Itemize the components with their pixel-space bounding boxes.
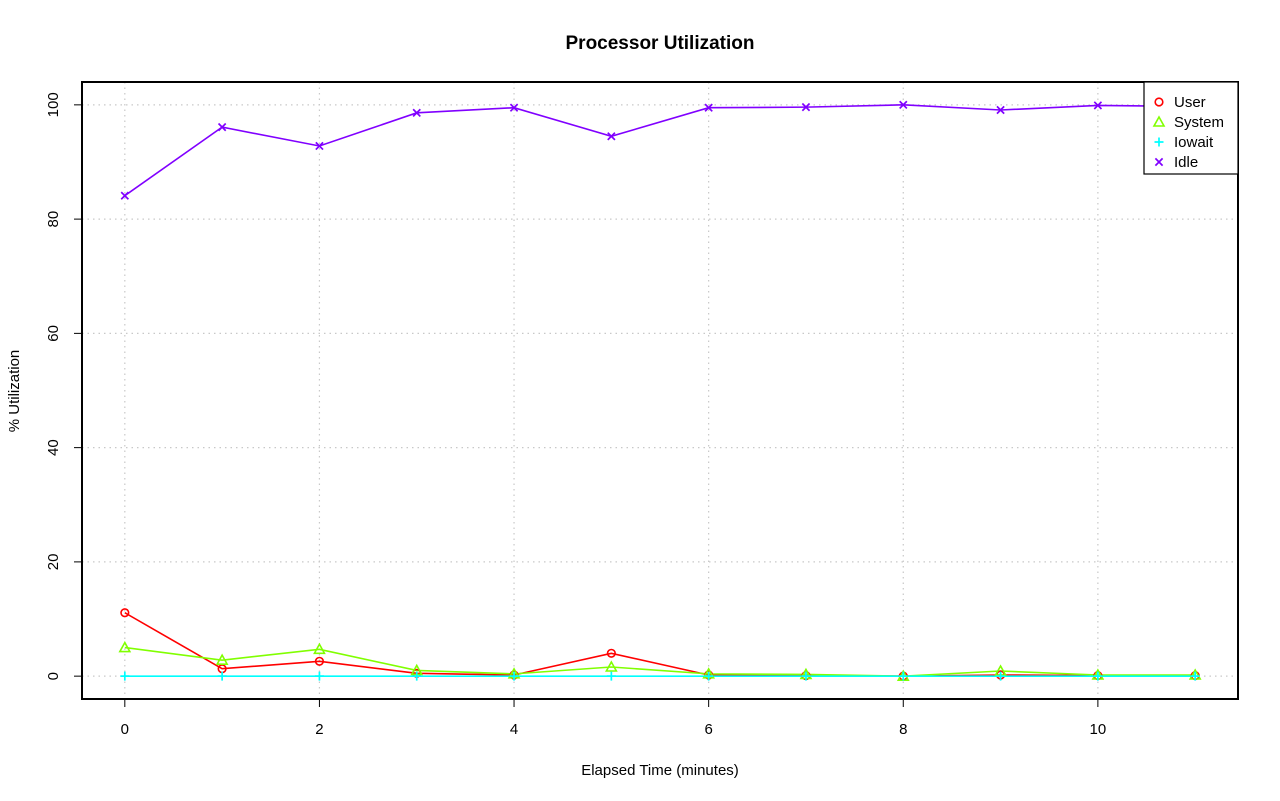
chart-title: Processor Utilization [566,33,755,54]
x-tick-label: 10 [1090,721,1107,738]
series-line-user [124,612,1196,677]
y-tick-label: 0 [45,672,62,680]
data-point-system [313,642,326,655]
data-point-idle [996,105,1005,115]
y-tick-label: 40 [45,439,62,456]
y-tick-label: 100 [45,92,62,117]
data-point-user [120,608,130,618]
legend-symbol-iowait [1154,137,1164,147]
data-point-iowait [1190,671,1200,681]
data-point-idle [801,102,811,112]
legend-label-iowait: Iowait [1174,134,1214,151]
legend-symbol-idle [1154,157,1164,167]
x-tick-label: 8 [899,721,907,738]
y-tick-label: 20 [45,554,62,571]
data-point-iowait [801,671,811,681]
y-axis-title: % Utilization [6,350,23,433]
x-tick-label: 6 [704,721,712,738]
data-point-iowait [606,671,616,681]
data-point-idle [412,108,421,118]
legend-label-idle: Idle [1174,154,1198,171]
y-tick-label: 80 [45,211,62,228]
data-point-user [606,648,616,658]
data-point-iowait [412,671,422,681]
data-point-idle [217,122,227,132]
series-line-idle [124,104,1196,197]
x-tick-label: 2 [315,721,323,738]
data-point-iowait [1093,671,1103,681]
series-lines [124,104,1196,677]
series-line-system [124,646,1196,677]
legend-label-user: User [1174,94,1206,111]
data-point-system [604,660,618,672]
data-point-user [314,656,325,666]
legend-label-system: System [1174,114,1224,131]
data-point-iowait [509,671,519,681]
data-point-idle [1093,101,1103,110]
data-point-idle [509,103,519,112]
data-point-idle [899,100,908,110]
legend-symbol-system [1152,115,1166,127]
data-point-iowait [120,671,130,681]
data-point-iowait [996,671,1006,681]
grid-lines [82,82,1238,699]
data-point-system [215,653,229,665]
data-point-iowait [898,671,908,681]
plot-frame [81,81,1239,700]
legend: User System Iowait Idle [1143,81,1239,175]
data-point-iowait [704,671,714,681]
data-point-idle [315,141,324,151]
x-axis-title: Elapsed Time (minutes) [581,762,739,779]
data-point-idle [607,132,616,141]
data-point-idle [120,191,130,200]
x-tick-label: 0 [121,721,129,738]
data-point-iowait [314,671,324,681]
legend-symbol-user [1154,97,1164,107]
x-tick-label: 4 [510,721,518,738]
legend-box [1143,81,1239,175]
series-markers [118,100,1202,681]
data-point-iowait [217,671,227,681]
data-point-system [118,640,132,653]
y-tick-label: 60 [45,325,62,342]
data-point-idle [704,103,713,112]
